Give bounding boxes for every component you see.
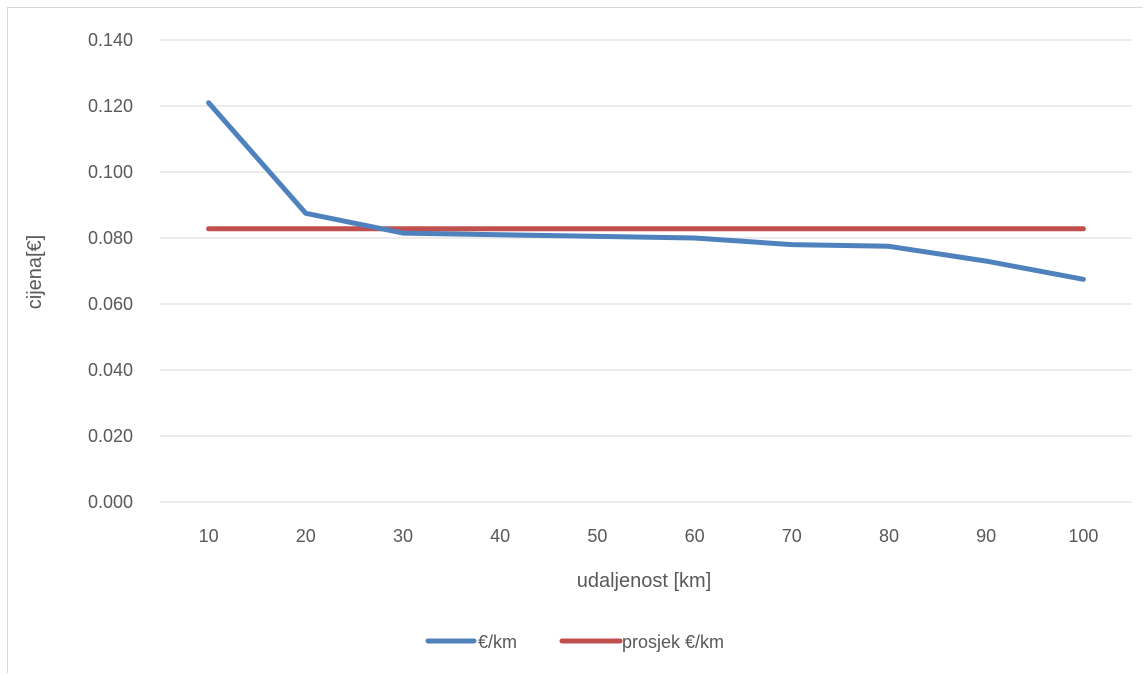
x-tick-label: 40: [490, 526, 510, 546]
x-tick-label: 50: [587, 526, 607, 546]
x-axis-title: udaljenost [km]: [577, 570, 712, 592]
x-tick-label: 100: [1068, 526, 1098, 546]
y-tick-label: 0.020: [88, 426, 133, 446]
x-tick-label: 80: [879, 526, 899, 546]
y-tick-label: 0.140: [88, 30, 133, 50]
legend: €/km prosjek €/km: [425, 632, 724, 652]
x-tick-label: 20: [296, 526, 316, 546]
x-tick-label: 70: [782, 526, 802, 546]
x-axis-ticks: 10 20 30 40 50 60 70 80 90 100: [199, 526, 1099, 546]
gridlines: [160, 39, 1132, 503]
series-line-eur-per-km: [206, 100, 1086, 282]
series-lines: [206, 100, 1086, 282]
x-tick-label: 30: [393, 526, 413, 546]
y-tick-label: 0.080: [88, 228, 133, 248]
y-tick-label: 0.040: [88, 360, 133, 380]
y-tick-label: 0.060: [88, 294, 133, 314]
y-axis-title: cijena[€]: [24, 235, 46, 310]
legend-label: prosjek €/km: [622, 632, 724, 652]
x-tick-label: 60: [685, 526, 705, 546]
y-tick-label: 0.120: [88, 96, 133, 116]
y-axis-ticks: 0.000 0.020 0.040 0.060 0.080 0.100 0.120 0.140: [88, 30, 133, 512]
x-tick-label: 90: [976, 526, 996, 546]
y-tick-label: 0.100: [88, 162, 133, 182]
x-tick-label: 10: [199, 526, 219, 546]
chart-frame: [7, 7, 1143, 673]
legend-label: €/km: [478, 632, 517, 652]
y-tick-label: 0.000: [88, 492, 133, 512]
